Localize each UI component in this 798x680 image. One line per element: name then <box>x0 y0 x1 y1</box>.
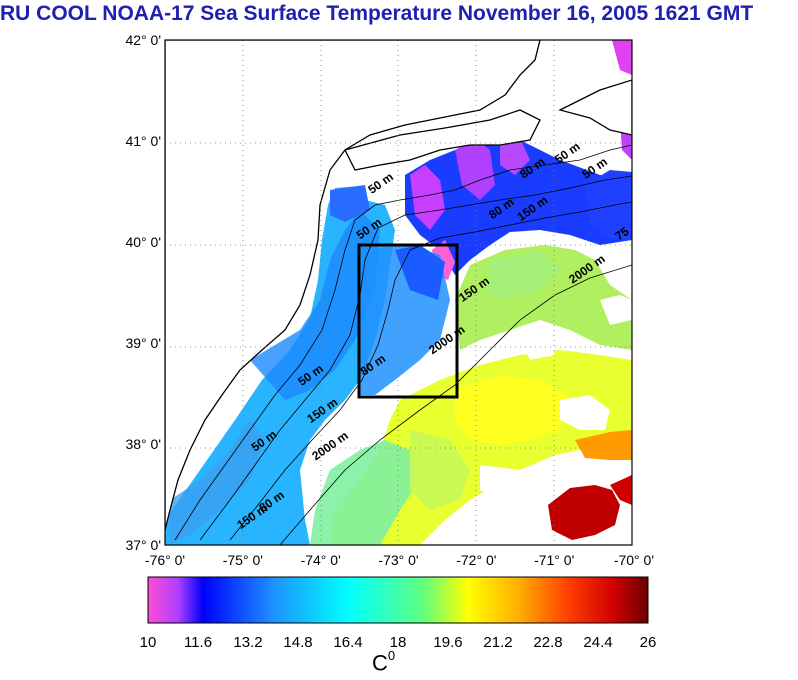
lon-tick-layer: -76° 0' -75° 0' -74° 0' -73° 0' -72° 0' -71° … <box>145 552 654 568</box>
colorbar-tick-label: 18 <box>390 634 407 651</box>
colorbar-tick-label: 16.4 <box>333 634 362 651</box>
coastline-layer <box>165 40 632 531</box>
colorbar-tick-label: 24.4 <box>583 634 612 651</box>
lon-tick-label: -75° 0' <box>223 552 263 568</box>
colorbar-tick-layer: 10 11.6 13.2 14.8 16.4 18 19.6 21.2 22.8 24.4 26 <box>140 634 657 651</box>
lat-tick-label: 37° 0' <box>125 537 161 553</box>
land-mass <box>165 40 541 531</box>
map-border <box>164 39 633 546</box>
lat-tick-label: 42° 0' <box>125 32 161 48</box>
lat-tick-label: 38° 0' <box>125 436 161 452</box>
colorbar-tick-label: 13.2 <box>233 634 262 651</box>
lat-tick-label: 39° 0' <box>125 335 161 351</box>
lon-tick-label: -71° 0' <box>534 552 574 568</box>
colorbar <box>147 576 649 624</box>
colorbar-tick-label: 26 <box>640 634 657 651</box>
graticule <box>165 40 632 545</box>
study-box <box>357 243 459 399</box>
colorbar-tick-label: 11.6 <box>184 634 212 651</box>
colorbar-tick-label: 10 <box>140 634 157 651</box>
lat-tick-layer: 42° 0' 41° 0' 40° 0' 39° 0' 38° 0' 37° 0' <box>125 32 161 553</box>
lon-tick-label: -74° 0' <box>301 552 341 568</box>
colorbar-unit-sup: 0 <box>387 648 396 663</box>
lat-tick-label: 41° 0' <box>125 133 161 149</box>
page-title: RU COOL NOAA-17 Sea Surface Temperature … <box>0 2 754 25</box>
colorbar-tick-label: 21.2 <box>483 634 512 651</box>
sst-data-layer <box>165 40 632 545</box>
colorbar-tick-label: 19.6 <box>433 634 462 651</box>
lon-tick-label: -76° 0' <box>145 552 185 568</box>
colorbar-tick-label: 14.8 <box>283 634 312 651</box>
lon-tick-label: -72° 0' <box>456 552 496 568</box>
colorbar-tick-label: 22.8 <box>533 634 562 651</box>
lon-tick-label: -73° 0' <box>378 552 418 568</box>
lon-tick-label: -70° 0' <box>614 552 654 568</box>
colorbar-unit: C0 <box>372 648 396 676</box>
colorbar-unit-base: C <box>372 650 388 676</box>
lat-tick-label: 40° 0' <box>125 234 161 250</box>
